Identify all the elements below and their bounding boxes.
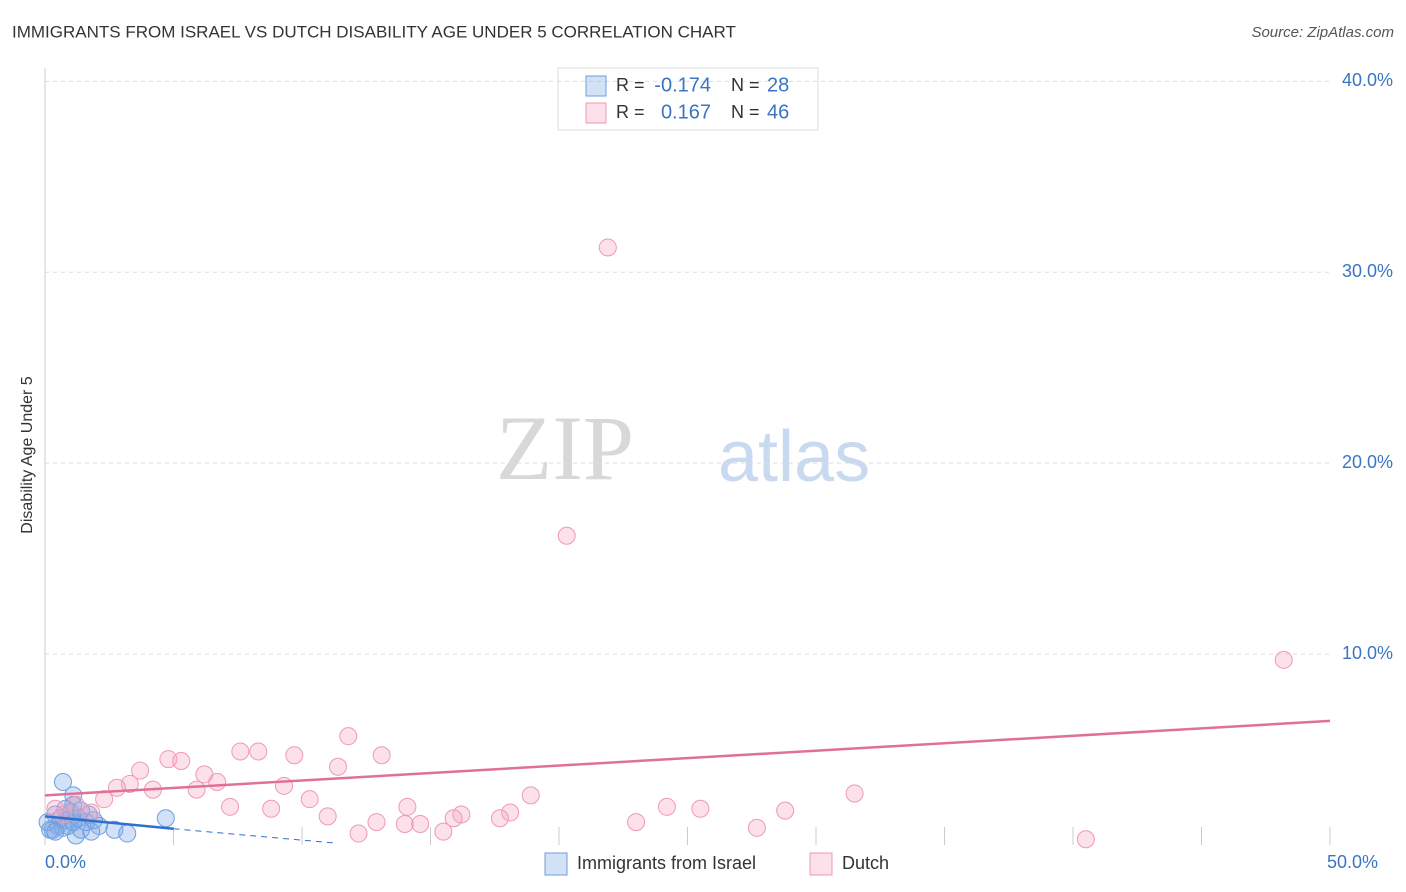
point	[411, 815, 430, 833]
point	[395, 815, 414, 833]
watermark: atlas	[718, 417, 870, 497]
point	[46, 799, 65, 818]
r-label: R =	[616, 102, 645, 122]
point	[82, 803, 101, 822]
stats-legend	[557, 67, 819, 131]
point	[66, 795, 85, 814]
point	[521, 786, 540, 805]
point	[249, 742, 268, 761]
legend-swatch	[544, 852, 568, 876]
x-tick-label: 50.0%	[1327, 852, 1378, 872]
point	[339, 727, 358, 746]
point	[398, 797, 417, 816]
point	[231, 742, 250, 761]
point	[349, 824, 368, 843]
point	[776, 801, 795, 820]
point	[1076, 830, 1095, 849]
point	[845, 784, 864, 803]
point	[691, 799, 710, 818]
y-tick-label: 10.0%	[1342, 643, 1393, 663]
trend-line	[44, 719, 1331, 797]
legend-swatch	[585, 102, 607, 124]
source: Source: ZipAtlas.com	[1251, 24, 1394, 41]
r-label: R =	[616, 75, 645, 95]
point	[372, 746, 391, 765]
point	[318, 807, 337, 826]
point	[221, 797, 240, 816]
point	[328, 757, 347, 776]
watermark: ZIP	[496, 397, 634, 499]
x-tick-label: 0.0%	[45, 852, 86, 872]
chart-title: IMMIGRANTS FROM ISRAEL VS DUTCH DISABILI…	[12, 22, 736, 41]
point	[208, 773, 227, 791]
r-value: 0.167	[661, 101, 711, 123]
point	[598, 238, 617, 257]
point	[275, 776, 294, 795]
legend-swatch	[585, 75, 607, 97]
point	[434, 822, 453, 841]
r-value: -0.174	[654, 74, 711, 96]
n-label: N =	[731, 102, 760, 122]
point	[300, 790, 319, 809]
point	[46, 822, 65, 841]
point	[53, 773, 72, 791]
point	[172, 752, 191, 770]
point	[118, 824, 137, 843]
trend-line	[44, 815, 174, 831]
point	[501, 803, 520, 822]
point	[657, 797, 676, 816]
legend-swatch	[809, 852, 833, 876]
point	[262, 799, 281, 818]
legend-label: Dutch	[842, 853, 889, 873]
point	[1274, 650, 1293, 669]
point	[444, 809, 463, 828]
point	[95, 790, 114, 809]
y-tick-label: 30.0%	[1342, 261, 1393, 281]
y-axis-label: Disability Age Under 5	[19, 376, 36, 534]
legend-label: Immigrants from Israel	[577, 853, 756, 873]
point	[747, 818, 766, 837]
y-tick-label: 20.0%	[1342, 452, 1393, 472]
point	[367, 813, 386, 832]
point	[490, 809, 509, 828]
n-value: 28	[767, 74, 789, 96]
n-value: 46	[767, 101, 789, 123]
trend-line	[173, 828, 336, 844]
point	[131, 761, 150, 780]
point	[627, 813, 646, 832]
point	[285, 746, 304, 765]
point	[156, 809, 175, 828]
y-tick-label: 40.0%	[1342, 70, 1393, 90]
n-label: N =	[731, 75, 760, 95]
point	[187, 780, 206, 799]
point	[557, 526, 576, 545]
